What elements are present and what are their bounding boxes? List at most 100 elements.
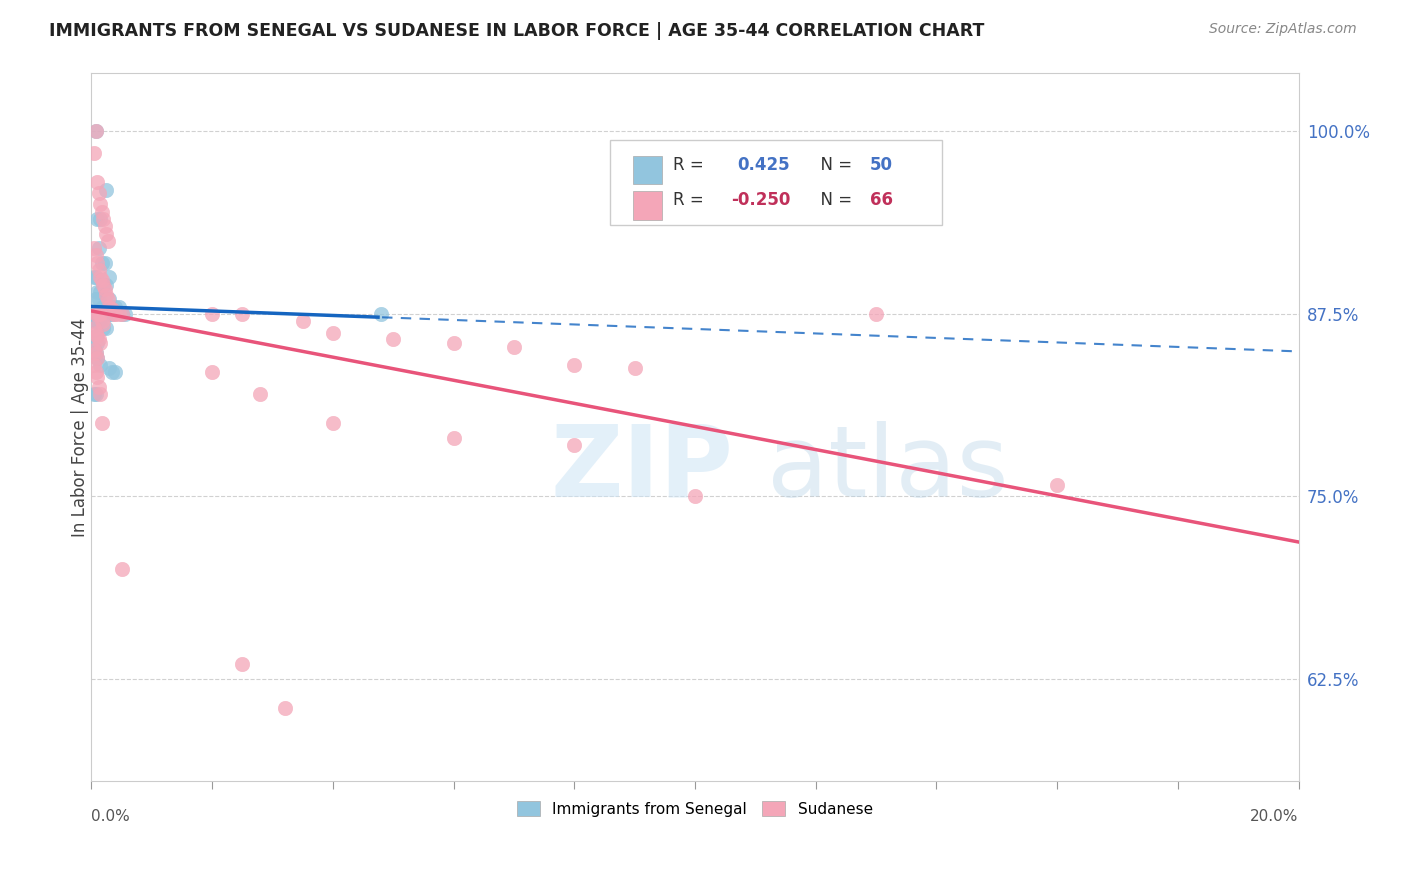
Point	[83, 307, 105, 321]
Point	[370, 307, 392, 321]
Point	[96, 183, 118, 197]
Text: 66: 66	[870, 192, 893, 210]
Point	[84, 387, 107, 401]
Point	[86, 351, 108, 365]
Text: N =: N =	[810, 156, 858, 174]
Point	[98, 300, 121, 314]
Point	[83, 241, 105, 255]
Point	[96, 288, 118, 302]
Point	[86, 176, 108, 190]
FancyBboxPatch shape	[610, 140, 942, 225]
Point	[291, 314, 314, 328]
Point	[83, 314, 105, 328]
Point	[89, 314, 111, 328]
Point	[89, 336, 111, 351]
Point	[89, 197, 111, 211]
Point	[87, 307, 110, 321]
Point	[87, 241, 110, 255]
Point	[110, 307, 132, 321]
Point	[96, 300, 118, 314]
Point	[83, 321, 105, 335]
Point	[86, 307, 108, 321]
Point	[84, 307, 107, 321]
Point	[98, 270, 121, 285]
Text: IMMIGRANTS FROM SENEGAL VS SUDANESE IN LABOR FORCE | AGE 35-44 CORRELATION CHART: IMMIGRANTS FROM SENEGAL VS SUDANESE IN L…	[49, 22, 984, 40]
Text: 0.425: 0.425	[737, 156, 790, 174]
Point	[201, 307, 224, 321]
Text: Source: ZipAtlas.com: Source: ZipAtlas.com	[1209, 22, 1357, 37]
Point	[86, 314, 108, 328]
Point	[98, 307, 121, 321]
Point	[83, 270, 105, 285]
Point	[101, 307, 124, 321]
Text: atlas: atlas	[768, 421, 1010, 518]
Point	[84, 365, 107, 379]
Point	[93, 211, 115, 226]
Point	[87, 307, 110, 321]
Point	[91, 256, 114, 270]
Point	[97, 292, 120, 306]
Point	[86, 307, 108, 321]
Point	[86, 211, 108, 226]
Point	[93, 277, 115, 292]
FancyBboxPatch shape	[633, 156, 662, 184]
Point	[86, 256, 108, 270]
Text: R =: R =	[673, 156, 714, 174]
Point	[91, 314, 114, 328]
Point	[84, 124, 107, 138]
Point	[107, 300, 129, 314]
Text: 0.0%: 0.0%	[91, 809, 131, 824]
Point	[201, 365, 224, 379]
Point	[443, 431, 465, 445]
Point	[89, 307, 111, 321]
Point	[91, 417, 114, 431]
Point	[84, 326, 107, 340]
Point	[83, 343, 105, 358]
Point	[89, 307, 111, 321]
Point	[562, 438, 585, 452]
Point	[83, 343, 105, 358]
Point	[93, 317, 115, 331]
Point	[93, 307, 115, 321]
Point	[96, 277, 118, 292]
Point	[86, 369, 108, 384]
Point	[84, 292, 107, 306]
Point	[89, 285, 111, 299]
FancyBboxPatch shape	[633, 191, 662, 219]
Point	[87, 332, 110, 346]
Point	[93, 256, 115, 270]
Point	[86, 285, 108, 299]
Point	[84, 346, 107, 360]
Point	[87, 292, 110, 306]
Point	[87, 380, 110, 394]
Point	[104, 300, 127, 314]
Point	[865, 307, 887, 321]
Point	[93, 282, 115, 296]
Point	[91, 307, 114, 321]
Point	[273, 701, 295, 715]
Point	[114, 307, 136, 321]
Point	[86, 328, 108, 343]
Point	[107, 307, 129, 321]
Point	[249, 387, 271, 401]
Point	[93, 277, 115, 292]
Text: R =: R =	[673, 192, 709, 210]
Point	[623, 360, 645, 375]
Point	[83, 387, 105, 401]
Point	[382, 332, 405, 346]
Point	[103, 307, 125, 321]
Point	[110, 562, 132, 576]
Point	[89, 270, 111, 285]
Text: -0.250: -0.250	[731, 192, 790, 210]
Point	[84, 270, 107, 285]
Point	[89, 211, 111, 226]
Text: ZIP: ZIP	[550, 421, 733, 518]
Point	[89, 358, 111, 372]
Point	[84, 248, 107, 262]
Point	[98, 360, 121, 375]
Text: 50: 50	[870, 156, 893, 174]
Text: N =: N =	[810, 192, 858, 210]
Point	[98, 292, 121, 306]
Point	[84, 346, 107, 360]
Point	[89, 387, 111, 401]
